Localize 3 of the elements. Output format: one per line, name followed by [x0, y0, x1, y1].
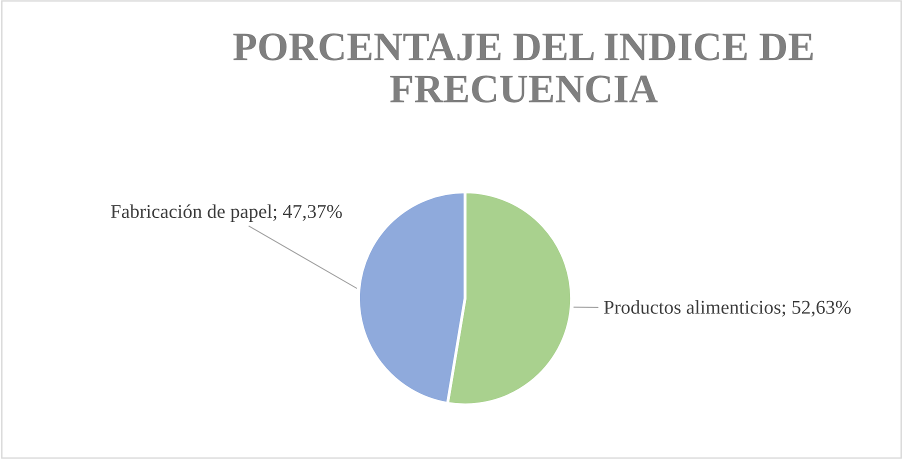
slice-label: Fabricación de papel; 47,37%: [110, 204, 342, 222]
slice-label: Productos alimenticios; 52,63%: [604, 300, 851, 317]
chart-title: PORCENTAJE DEL INDICE DE FRECUENCIA: [233, 33, 813, 103]
